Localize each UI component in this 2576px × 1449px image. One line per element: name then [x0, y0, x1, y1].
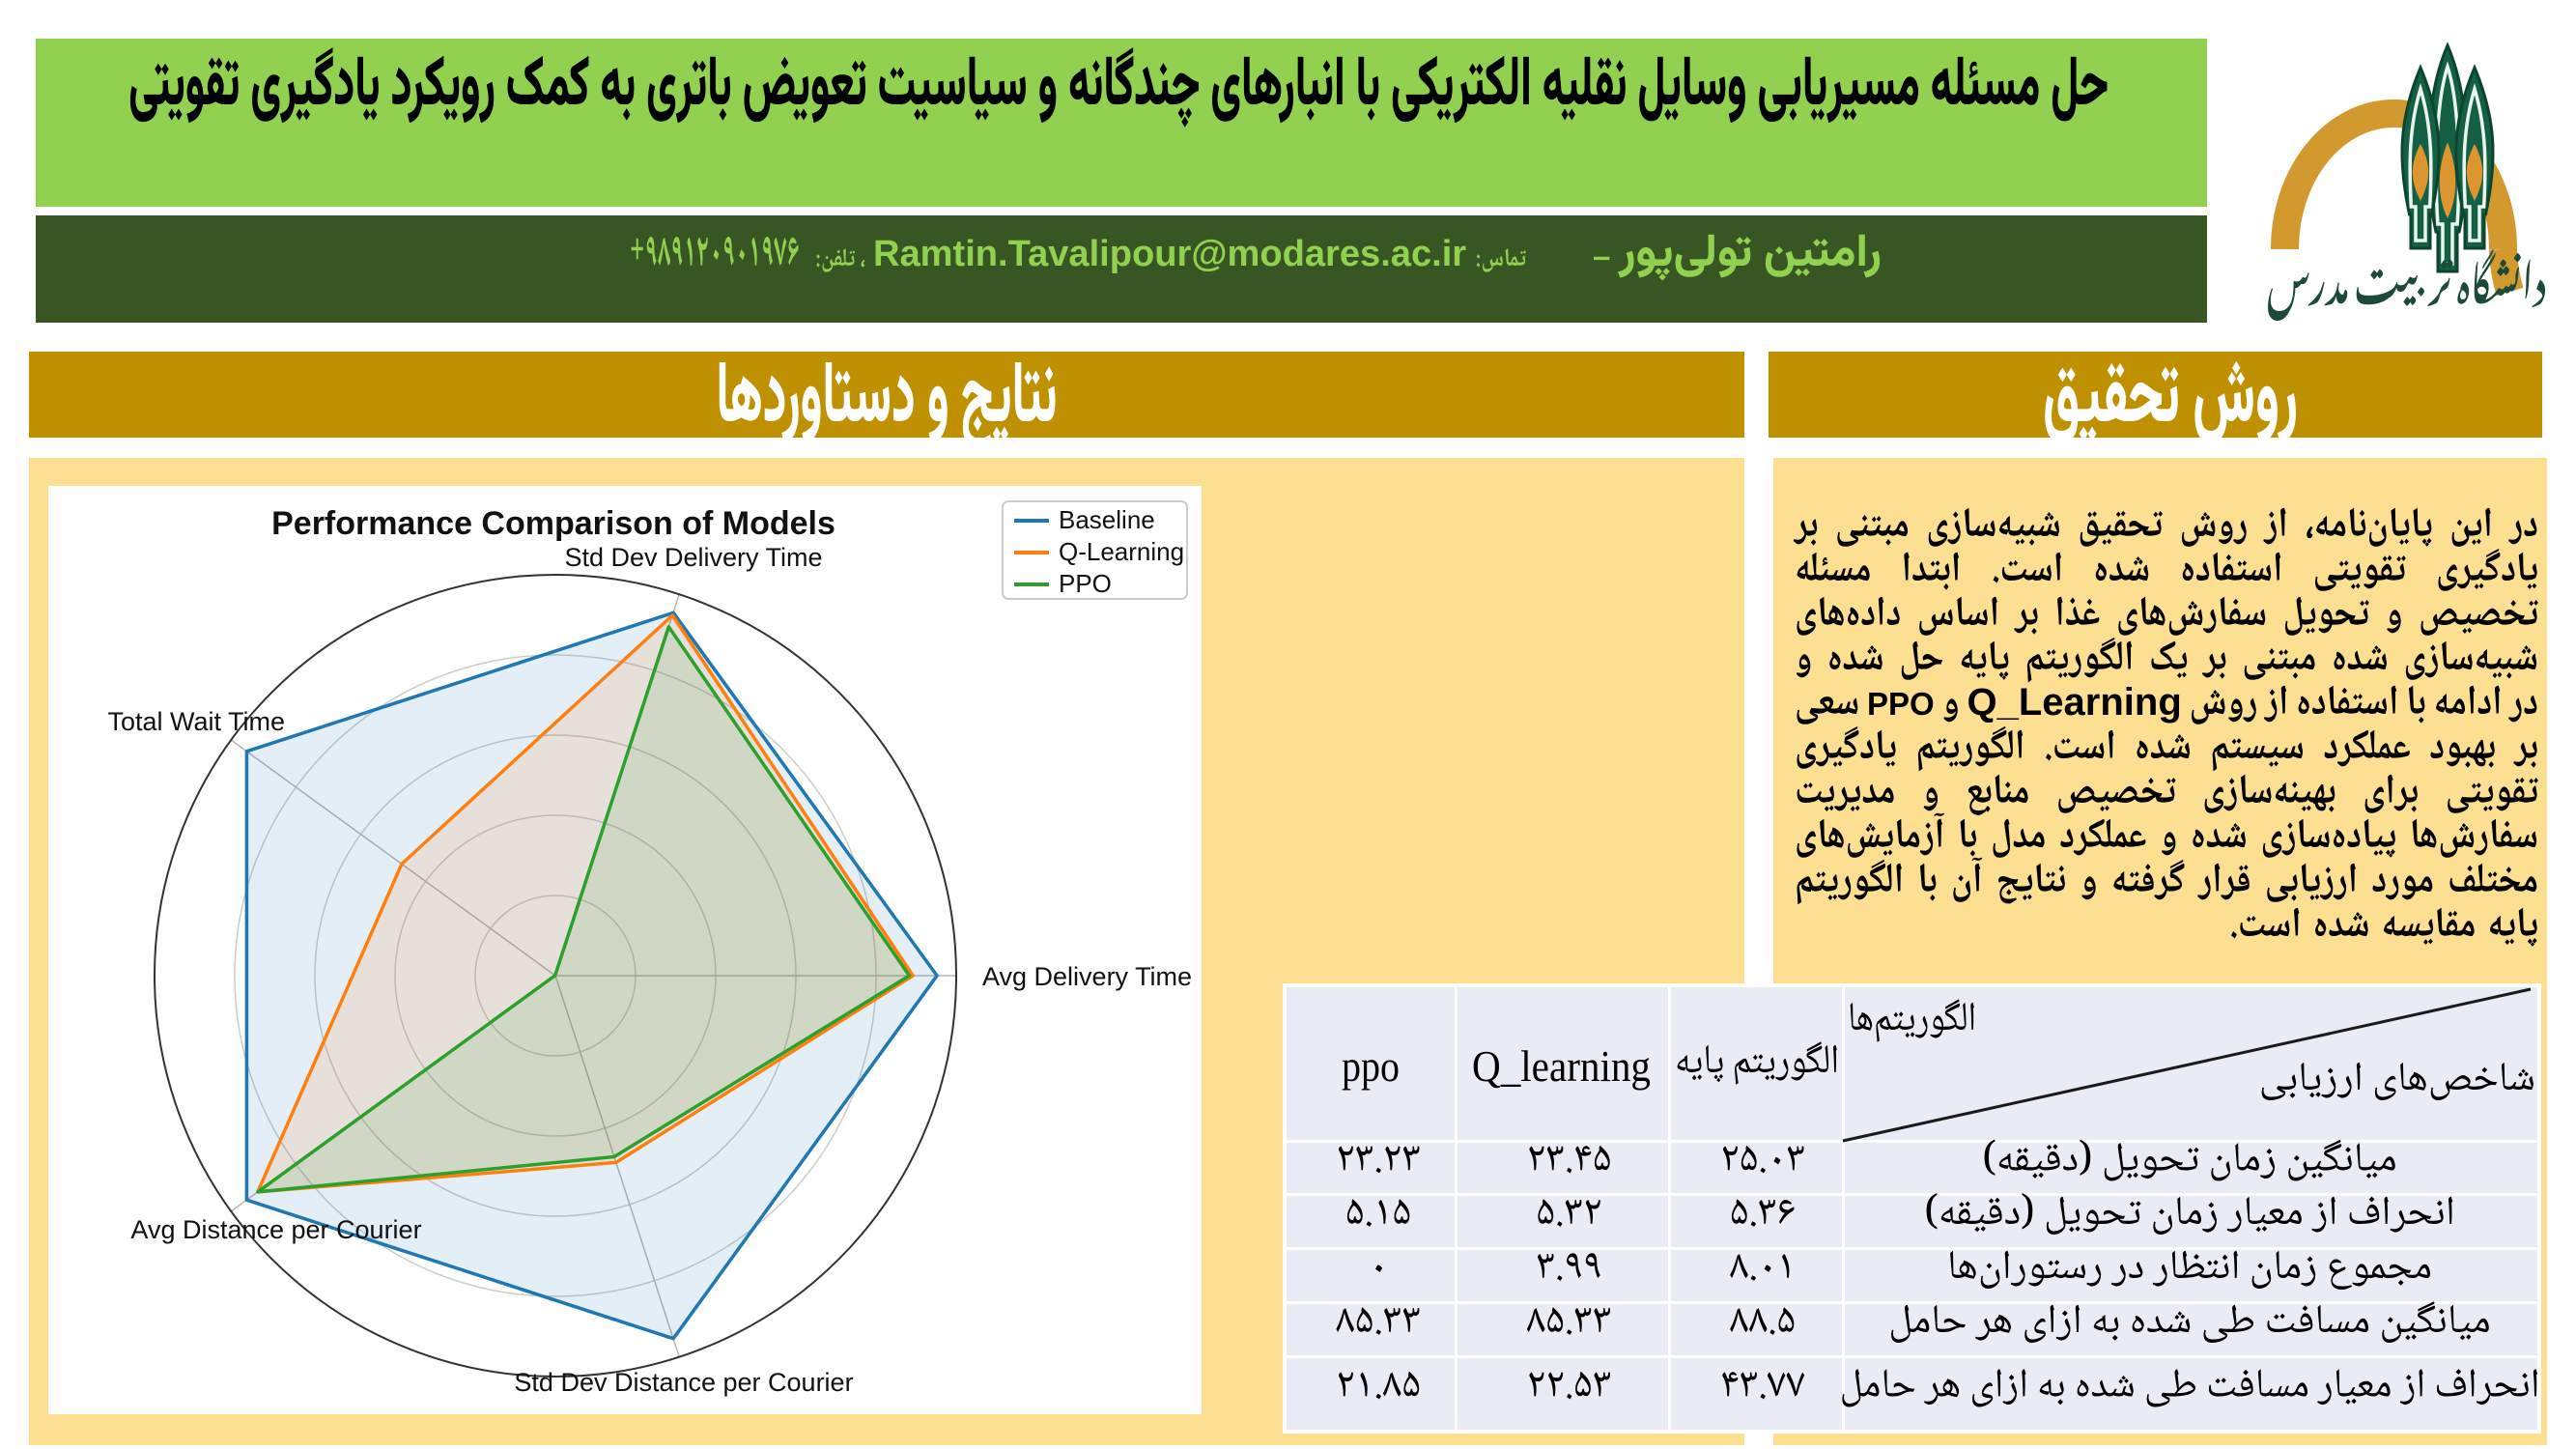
svg-text:Std Dev Distance per Courier: Std Dev Distance per Courier — [514, 1368, 853, 1397]
svg-text:PPO: PPO — [1059, 569, 1112, 598]
svg-text:Baseline: Baseline — [1059, 505, 1155, 534]
svg-text:ppo: ppo — [1342, 1041, 1400, 1091]
svg-text:Q-Learning: Q-Learning — [1059, 537, 1184, 566]
svg-text:Avg Distance per Courier: Avg Distance per Courier — [130, 1215, 421, 1244]
svg-text:Ramtin.Tavalipour@modares.ac.i: Ramtin.Tavalipour@modares.ac.ir — [873, 234, 1466, 274]
svg-text:Std Dev Delivery Time: Std Dev Delivery Time — [564, 543, 822, 572]
svg-text:Avg Delivery Time: Avg Delivery Time — [982, 962, 1192, 991]
svg-text:Performance Comparison of Mode: Performance Comparison of Models — [271, 505, 835, 542]
svg-text:Q_Learning: Q_Learning — [1967, 681, 2182, 724]
svg-text:Q_learning: Q_learning — [1472, 1041, 1651, 1091]
svg-text:PPO: PPO — [1867, 686, 1935, 722]
svg-text:Total Wait Time: Total Wait Time — [107, 707, 285, 736]
